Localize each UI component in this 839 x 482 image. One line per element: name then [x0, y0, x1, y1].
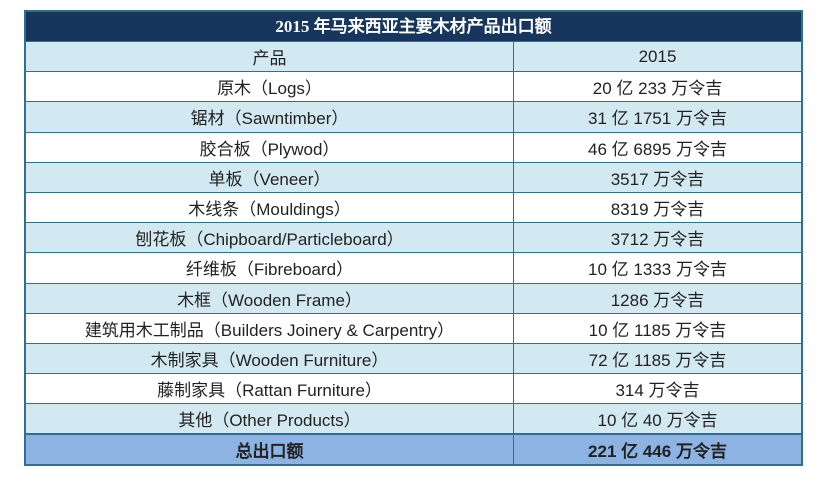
table-row: 纤维板（Fibreboard） 10 亿 1333 万令吉 — [26, 252, 801, 283]
table-row: 胶合板（Plywod） 46 亿 6895 万令吉 — [26, 131, 801, 162]
value-cell: 314 万令吉 — [615, 381, 700, 401]
value-cell: 20 亿 233 万令吉 — [592, 79, 723, 99]
total-value: 221 亿 446 万令吉 — [588, 442, 727, 462]
product-cell: 木线条（Mouldings） — [26, 192, 514, 223]
header-product: 产品 — [26, 42, 514, 72]
table-title: 2015 年马来西亚主要木材产品出口额 — [26, 12, 801, 41]
table-row: 木制家具（Wooden Furniture） 72 亿 1185 万令吉 — [26, 342, 801, 374]
value-cell: 10 亿 1333 万令吉 — [588, 260, 727, 280]
value-cell: 3712 万令吉 — [610, 230, 705, 250]
total-row: 总出口额 221 亿 446 万令吉 — [26, 433, 801, 464]
table-row: 木框（Wooden Frame） 1286 万令吉 — [26, 282, 801, 313]
table-row: 单板（Veneer） 3517 万令吉 — [26, 161, 801, 192]
value-cell: 46 亿 6895 万令吉 — [588, 139, 727, 159]
value-cell: 3517 万令吉 — [610, 169, 705, 189]
product-cell: 纤维板（Fibreboard） — [26, 253, 514, 283]
value-cell: 10 亿 40 万令吉 — [597, 411, 718, 431]
value-cell: 10 亿 1185 万令吉 — [588, 320, 727, 340]
product-cell: 藤制家具（Rattan Furniture） — [26, 374, 514, 404]
table-row: 锯材（Sawntimber） 31 亿 1751 万令吉 — [26, 101, 801, 132]
product-cell: 刨花板（Chipboard/Particleboard） — [26, 223, 514, 253]
product-cell: 木制家具（Wooden Furniture） — [26, 343, 514, 374]
table-row: 其他（Other Products） 10 亿 40 万令吉 — [26, 403, 801, 434]
export-table: 2015 年马来西亚主要木材产品出口额 产品 2015 原木（Logs） 20 … — [24, 10, 803, 466]
product-cell: 锯材（Sawntimber） — [26, 102, 514, 132]
table-row: 木线条（Mouldings） 8319 万令吉 — [26, 191, 801, 223]
product-cell: 建筑用木工制品（Builders Joinery & Carpentry） — [26, 313, 514, 343]
product-cell: 原木（Logs） — [26, 72, 514, 102]
product-cell: 木框（Wooden Frame） — [26, 283, 514, 313]
value-cell: 72 亿 1185 万令吉 — [588, 350, 727, 370]
product-cell: 胶合板（Plywod） — [26, 132, 514, 162]
table-row: 刨花板（Chipboard/Particleboard） 3712 万令吉 — [26, 222, 801, 253]
table-row: 建筑用木工制品（Builders Joinery & Carpentry） 10… — [26, 312, 801, 343]
header-year: 2015 — [638, 46, 677, 66]
value-cell: 31 亿 1751 万令吉 — [588, 109, 727, 129]
product-cell: 其他（Other Products） — [26, 404, 514, 434]
value-cell: 1286 万令吉 — [610, 290, 705, 310]
table-row: 原木（Logs） 20 亿 233 万令吉 — [26, 71, 801, 102]
table-row: 藤制家具（Rattan Furniture） 314 万令吉 — [26, 373, 801, 404]
total-label: 总出口额 — [26, 435, 514, 464]
table-header-row: 产品 2015 — [26, 41, 801, 72]
value-cell: 8319 万令吉 — [610, 200, 705, 220]
product-cell: 单板（Veneer） — [26, 162, 514, 192]
